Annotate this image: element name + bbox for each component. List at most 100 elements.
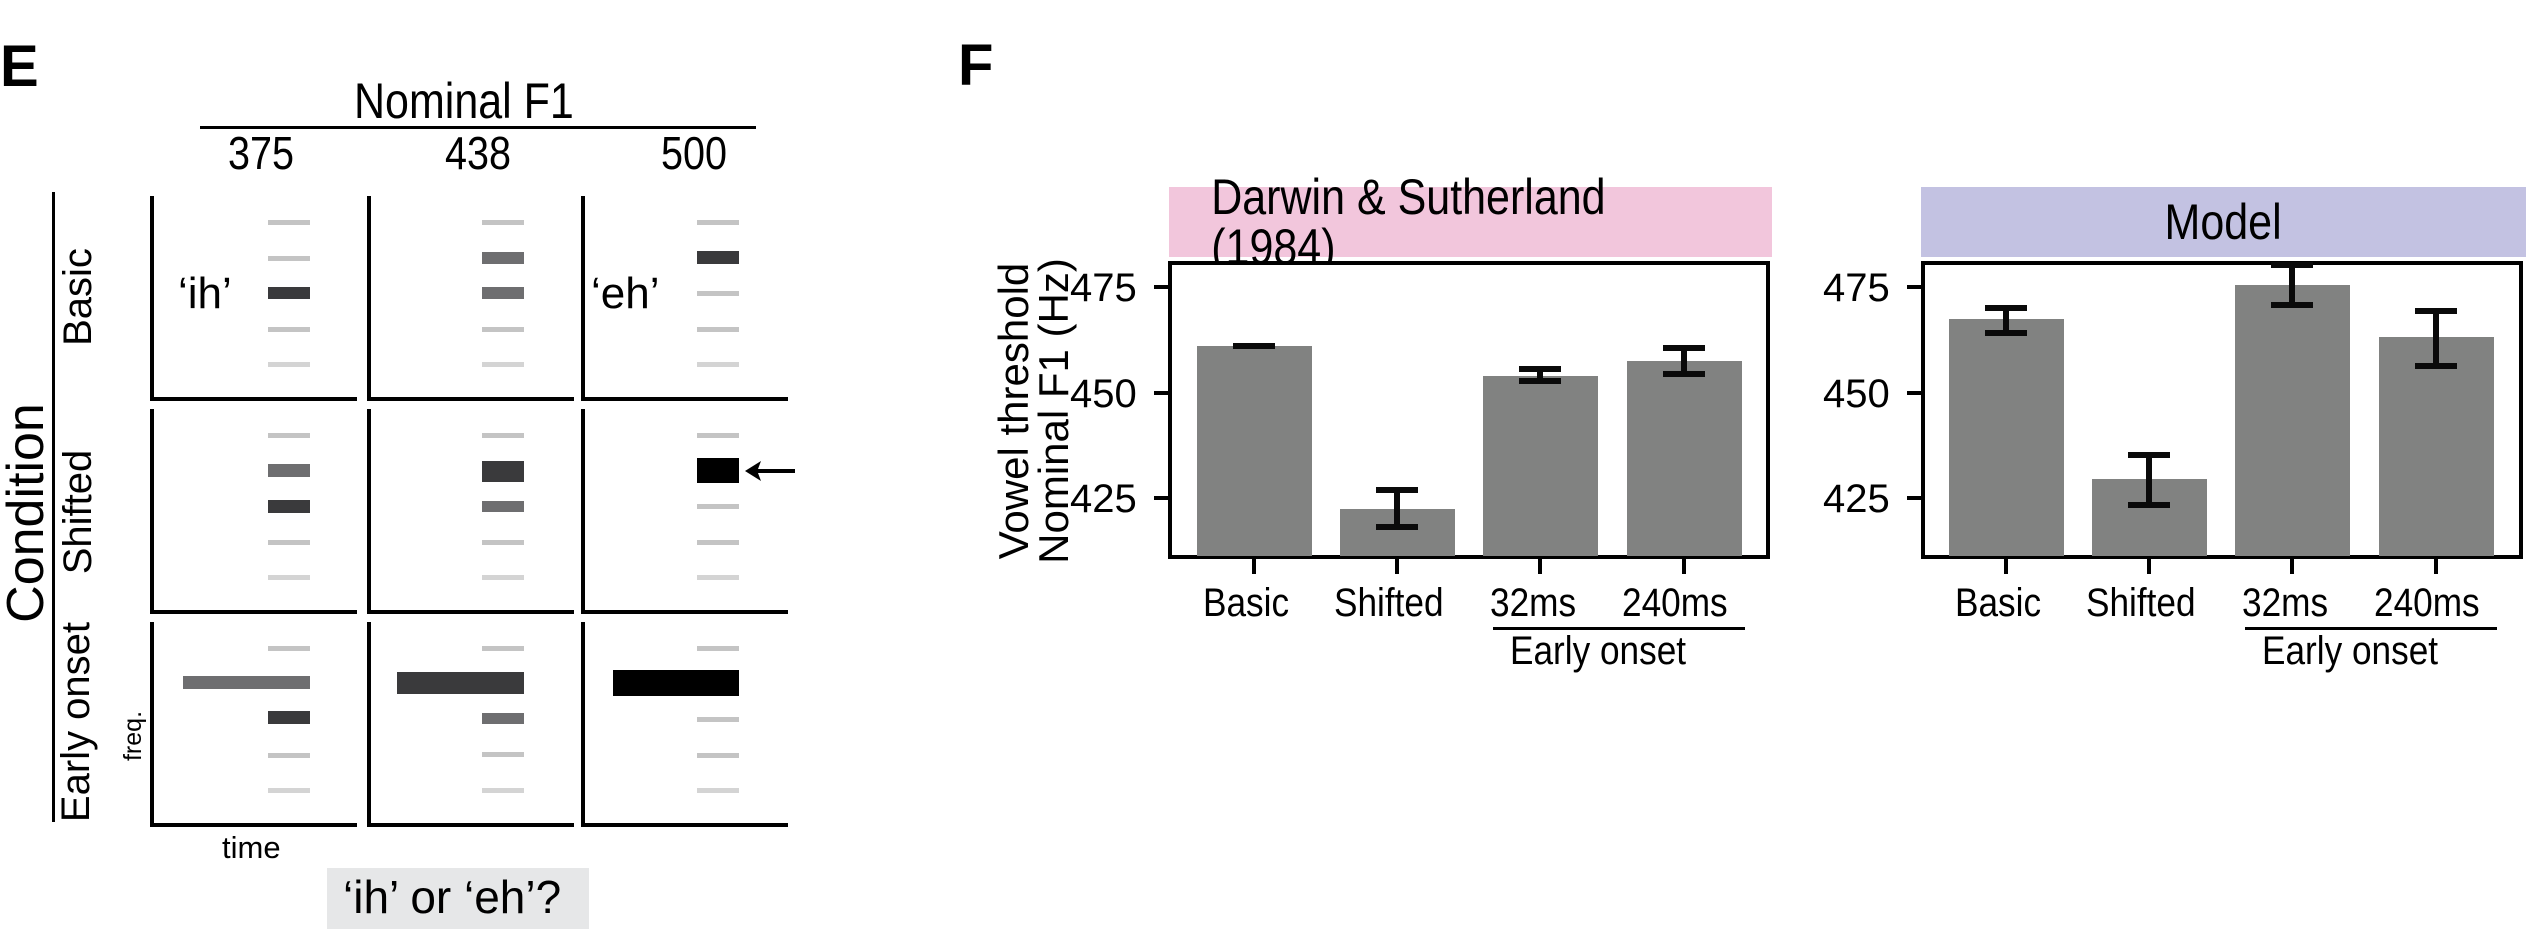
harmonic-emphasized [268, 464, 310, 477]
cell-bottom-axis [367, 610, 574, 614]
harmonic [268, 753, 310, 758]
ytick-label-475: 475 [1070, 266, 1137, 310]
question-text: ‘ih’ or ‘eh’? [343, 871, 562, 923]
chart-title-model: Model [1921, 187, 2526, 257]
column-label-500: 500 [661, 127, 728, 179]
ytick [1154, 285, 1170, 289]
cell-left-axis [581, 196, 585, 401]
ytick [1907, 391, 1923, 395]
cell-left-axis [367, 622, 371, 827]
cell-bottom-axis [150, 823, 357, 827]
cell-bottom-axis [367, 397, 574, 401]
xtick-label-basic: Basic [1203, 581, 1290, 625]
xtick [1682, 558, 1686, 574]
row-header-rule [52, 192, 55, 822]
harmonic [697, 753, 739, 758]
ytick [1154, 391, 1170, 395]
arrow-left-icon [745, 460, 795, 482]
harmonic [697, 788, 739, 793]
harmonic-emphasized [697, 251, 739, 264]
vowel-label-eh: ‘eh’ [591, 269, 660, 318]
column-label-375: 375 [228, 127, 295, 179]
group-label-early-onset: Early onset [2262, 629, 2439, 673]
cell-left-axis [150, 196, 154, 401]
bar-darwin-32ms [1483, 375, 1598, 556]
xtick-label-240ms: 240ms [2374, 581, 2480, 625]
harmonic-emphasized [482, 287, 524, 299]
ytick-label-475: 475 [1823, 266, 1890, 310]
xtick-label-basic: Basic [1955, 581, 2042, 625]
harmonic [268, 327, 310, 332]
harmonic [482, 362, 524, 367]
cell-left-axis [367, 196, 371, 401]
column-header-nominal-f1: Nominal F1 [354, 73, 574, 129]
harmonic [482, 540, 524, 545]
row-header-condition: Condition [0, 403, 55, 623]
question-box: ‘ih’ or ‘eh’? [327, 868, 589, 929]
harmonic-early-onset [613, 670, 739, 696]
harmonic [482, 646, 524, 651]
bar-model-32ms [2235, 284, 2350, 556]
harmonic-emphasized [268, 711, 310, 724]
harmonic [268, 575, 310, 580]
xtick-label-32ms: 32ms [2242, 581, 2329, 625]
row-label-shifted: Shifted [56, 449, 100, 575]
cell-bottom-axis [581, 397, 788, 401]
cell-left-axis [581, 409, 585, 614]
axis-label-freq: freq. [119, 710, 147, 762]
cell-basic-438 [367, 196, 574, 401]
harmonic [697, 291, 739, 296]
harmonic-emphasized [697, 458, 739, 483]
harmonic-emphasized [268, 500, 310, 513]
ytick [1907, 285, 1923, 289]
harmonic [268, 646, 310, 651]
cell-basic-375: ‘ih’ [150, 196, 357, 401]
xtick-label-240ms: 240ms [1622, 581, 1728, 625]
harmonic-emphasized [482, 713, 524, 724]
harmonic [482, 220, 524, 225]
column-label-438: 438 [445, 127, 512, 179]
harmonic [482, 327, 524, 332]
harmonic [268, 220, 310, 225]
cell-shifted-438 [367, 409, 574, 614]
cell-left-axis [581, 622, 585, 827]
harmonic [697, 717, 739, 722]
row-label-basic: Basic [56, 248, 100, 346]
ytick-label-425: 425 [1070, 477, 1137, 521]
bar-darwin-basic [1197, 346, 1312, 556]
harmonic [268, 362, 310, 367]
harmonic-early-onset [397, 672, 524, 694]
harmonic-emphasized [482, 252, 524, 264]
cell-bottom-axis [150, 610, 357, 614]
cell-left-axis [150, 409, 154, 614]
column-header-rule [200, 126, 756, 129]
harmonic [268, 540, 310, 545]
harmonic-early-onset [183, 676, 310, 689]
harmonic [697, 433, 739, 438]
cell-left-axis [367, 409, 371, 614]
harmonic [268, 788, 310, 793]
harmonic [482, 788, 524, 793]
group-rule-early-onset [1493, 627, 1745, 630]
bar-model-basic [1949, 319, 2064, 556]
harmonic [697, 540, 739, 545]
cell-shifted-375 [150, 409, 357, 614]
harmonic [697, 504, 739, 509]
cell-bottom-axis [581, 610, 788, 614]
harmonic [697, 646, 739, 651]
xtick-label-shifted: Shifted [1334, 581, 1444, 625]
xtick [1252, 558, 1256, 574]
panel-f-label: F [958, 33, 994, 98]
row-label-early-onset: Early onset [54, 621, 98, 823]
xtick [1538, 558, 1542, 574]
panel-e-label: E [0, 34, 39, 99]
ytick-label-425: 425 [1823, 477, 1890, 521]
cell-early-onset-500 [581, 622, 788, 827]
cell-left-axis [150, 622, 154, 827]
harmonic [697, 362, 739, 367]
cell-bottom-axis [150, 397, 357, 401]
ytick-label-450: 450 [1823, 372, 1890, 416]
xtick-label-32ms: 32ms [1490, 581, 1577, 625]
harmonic-emphasized [482, 501, 524, 512]
harmonic [268, 256, 310, 261]
